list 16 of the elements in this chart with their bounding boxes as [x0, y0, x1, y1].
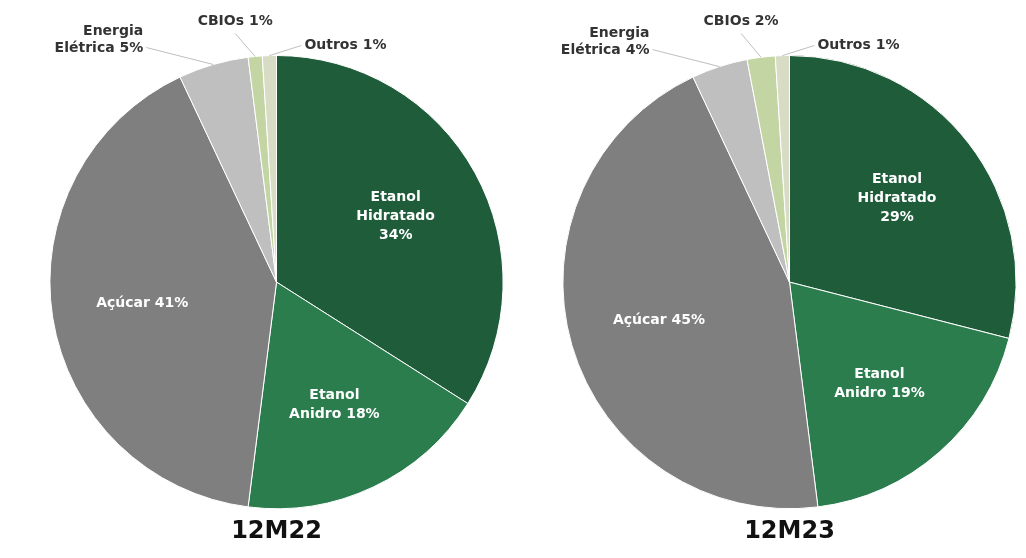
- slice-label: Etanol Hidratado: [857, 170, 937, 206]
- slice-label: CBIOs 1%: [197, 12, 273, 29]
- slice-label: CBIOs 2%: [703, 12, 779, 29]
- slice-label: Outros 1%: [304, 36, 387, 53]
- slice-label: Etanol Anidro 19%: [834, 365, 925, 401]
- data-label: 29%: [880, 208, 914, 225]
- data-label: 34%: [378, 226, 413, 243]
- text: 12M22: [231, 515, 322, 544]
- slice-label: Outros 1%: [817, 36, 900, 53]
- slice-label: Etanol Hidratado: [356, 188, 436, 224]
- text: 12M23: [744, 515, 835, 544]
- slice-label: Açúcar 45%: [612, 310, 706, 327]
- slice-label: Etanol Anidro 18%: [289, 386, 380, 422]
- slice-label: Energia Elétrica 5%: [54, 21, 144, 55]
- slice-label: Energia Elétrica 4%: [560, 23, 650, 57]
- slice-label: Açúcar 41%: [96, 294, 189, 311]
